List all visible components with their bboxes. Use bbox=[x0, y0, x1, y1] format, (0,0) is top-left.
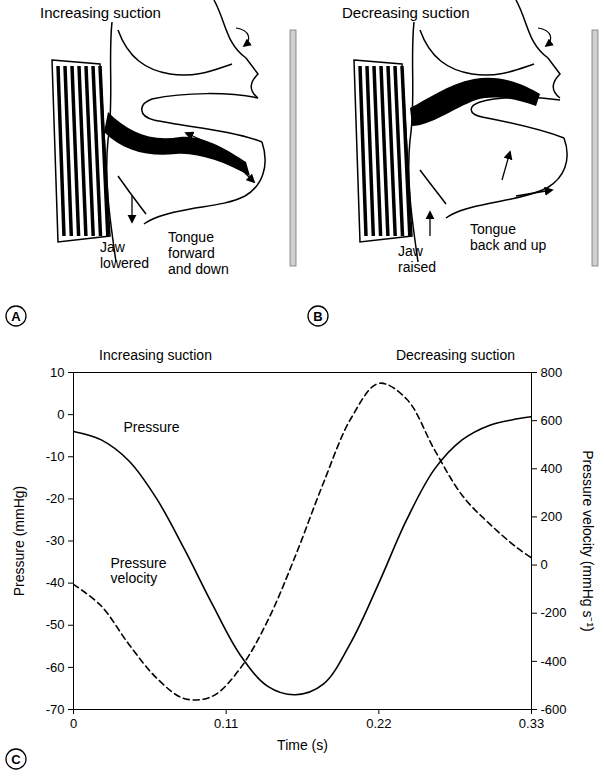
svg-text:-30: -30 bbox=[46, 533, 65, 548]
svg-text:0: 0 bbox=[57, 407, 64, 422]
svg-text:Decreasing suction: Decreasing suction bbox=[396, 347, 515, 363]
svg-text:Tongueback and up: Tongueback and up bbox=[470, 221, 546, 253]
svg-text:Decreasing suction: Decreasing suction bbox=[342, 4, 470, 21]
svg-text:0.33: 0.33 bbox=[519, 716, 544, 731]
svg-text:Pressure (mmHg): Pressure (mmHg) bbox=[11, 486, 27, 596]
svg-text:Time (s): Time (s) bbox=[277, 737, 328, 753]
svg-text:0: 0 bbox=[541, 557, 548, 572]
svg-text:200: 200 bbox=[541, 509, 563, 524]
svg-text:600: 600 bbox=[541, 413, 563, 428]
svg-text:-50: -50 bbox=[46, 617, 65, 632]
svg-text:-400: -400 bbox=[541, 654, 567, 669]
svg-text:Pressurevelocity: Pressurevelocity bbox=[111, 555, 167, 586]
svg-text:10: 10 bbox=[50, 365, 64, 380]
svg-text:C: C bbox=[11, 752, 21, 767]
svg-text:-70: -70 bbox=[46, 702, 65, 717]
svg-text:Increasing suction: Increasing suction bbox=[40, 4, 161, 21]
svg-text:Jawlowered: Jawlowered bbox=[100, 239, 149, 271]
svg-text:-20: -20 bbox=[46, 491, 65, 506]
svg-text:B: B bbox=[313, 309, 322, 324]
svg-text:0.22: 0.22 bbox=[366, 716, 391, 731]
svg-text:Jawraised: Jawraised bbox=[398, 243, 436, 275]
svg-text:Increasing suction: Increasing suction bbox=[99, 347, 212, 363]
svg-text:-60: -60 bbox=[46, 660, 65, 675]
svg-text:800: 800 bbox=[541, 365, 563, 380]
svg-text:A: A bbox=[11, 309, 21, 324]
svg-text:0.11: 0.11 bbox=[214, 716, 238, 731]
svg-text:-10: -10 bbox=[46, 449, 65, 464]
svg-text:0: 0 bbox=[70, 716, 77, 731]
svg-text:-600: -600 bbox=[541, 702, 567, 717]
svg-text:Tongueforwardand down: Tongueforwardand down bbox=[168, 229, 229, 277]
svg-text:-40: -40 bbox=[46, 575, 65, 590]
svg-text:Pressure velocity (mmHg s⁻¹): Pressure velocity (mmHg s⁻¹) bbox=[580, 450, 596, 632]
svg-text:-200: -200 bbox=[541, 605, 567, 620]
svg-text:400: 400 bbox=[541, 461, 563, 476]
svg-text:Pressure: Pressure bbox=[124, 419, 180, 435]
